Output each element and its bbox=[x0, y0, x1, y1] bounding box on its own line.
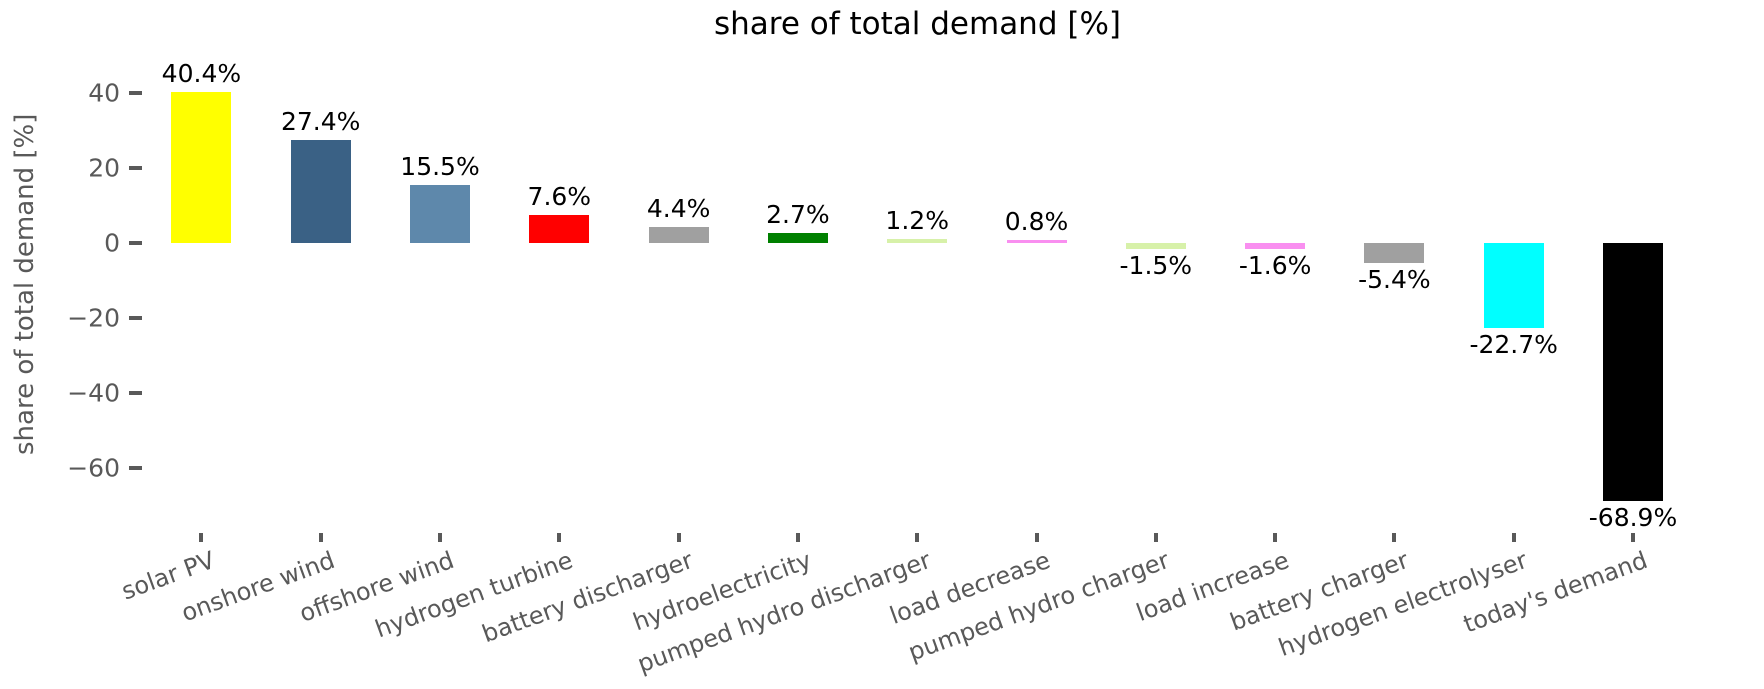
bar-today-s-demand bbox=[1603, 243, 1663, 502]
bar-value-label: 27.4% bbox=[280, 107, 361, 137]
bar-value-label: 2.7% bbox=[766, 199, 830, 229]
y-tick-label: 20 bbox=[88, 153, 120, 183]
y-tick-label: −40 bbox=[67, 378, 120, 408]
x-tick-mark bbox=[1511, 533, 1516, 542]
bar-value-label: 40.4% bbox=[161, 58, 242, 88]
bar-load-increase bbox=[1245, 243, 1306, 249]
bar-solar-pv bbox=[171, 91, 232, 243]
x-tick-mark bbox=[438, 533, 442, 542]
x-tick-mark bbox=[1153, 533, 1158, 542]
bar-value-label: 0.8% bbox=[1004, 207, 1069, 236]
x-tick-mark bbox=[676, 533, 681, 542]
bar-load-decrease bbox=[1006, 240, 1067, 243]
bar-battery-discharger bbox=[648, 226, 709, 243]
bar-hydrogen-turbine bbox=[529, 214, 590, 243]
y-tick-mark bbox=[129, 91, 142, 95]
bar-hydrogen-electrolyser bbox=[1483, 243, 1544, 329]
x-tick-mark bbox=[795, 533, 800, 542]
chart-title: share of total demand [%] bbox=[713, 6, 1122, 42]
y-tick-label: −60 bbox=[67, 453, 120, 483]
bar-pumped-hydro-discharger bbox=[887, 238, 948, 243]
x-tick-mark bbox=[1034, 533, 1039, 542]
bar-hydroelectricity bbox=[767, 232, 828, 243]
bar-onshore-wind bbox=[290, 140, 351, 243]
x-tick-mark bbox=[199, 533, 204, 542]
y-tick-label: −20 bbox=[67, 303, 120, 333]
y-tick-mark bbox=[129, 166, 142, 170]
x-tick-mark bbox=[915, 533, 920, 542]
x-tick-mark bbox=[1631, 533, 1635, 542]
bar-value-label: -5.4% bbox=[1358, 265, 1431, 295]
bar-value-label: -22.7% bbox=[1469, 330, 1558, 360]
bar-value-label: -68.9% bbox=[1588, 503, 1678, 533]
bar-offshore-wind bbox=[410, 184, 470, 243]
y-tick-mark bbox=[129, 241, 142, 245]
bar-value-label: 4.4% bbox=[646, 193, 711, 223]
x-tick-mark bbox=[318, 533, 323, 542]
y-tick-mark bbox=[129, 316, 142, 320]
y-axis-label: share of total demand [%] bbox=[10, 113, 40, 455]
x-tick-mark bbox=[1273, 533, 1278, 542]
x-tick-mark bbox=[557, 533, 562, 542]
y-tick-label: 0 bbox=[104, 228, 120, 258]
bar-pumped-hydro-charger bbox=[1125, 243, 1186, 249]
bar-value-label: 15.5% bbox=[400, 151, 480, 181]
y-tick-mark bbox=[129, 391, 142, 395]
y-tick-label: 40 bbox=[88, 78, 120, 108]
bar-value-label: 1.2% bbox=[885, 205, 949, 235]
bar-value-label: -1.6% bbox=[1238, 251, 1312, 280]
bar-value-label: 7.6% bbox=[527, 181, 592, 211]
bar-value-label: -1.5% bbox=[1119, 250, 1193, 280]
y-tick-mark bbox=[129, 466, 142, 470]
bar-battery-charger bbox=[1364, 243, 1425, 264]
x-tick-mark bbox=[1392, 533, 1397, 542]
x-tick-label: hydrogen turbine bbox=[371, 546, 577, 644]
